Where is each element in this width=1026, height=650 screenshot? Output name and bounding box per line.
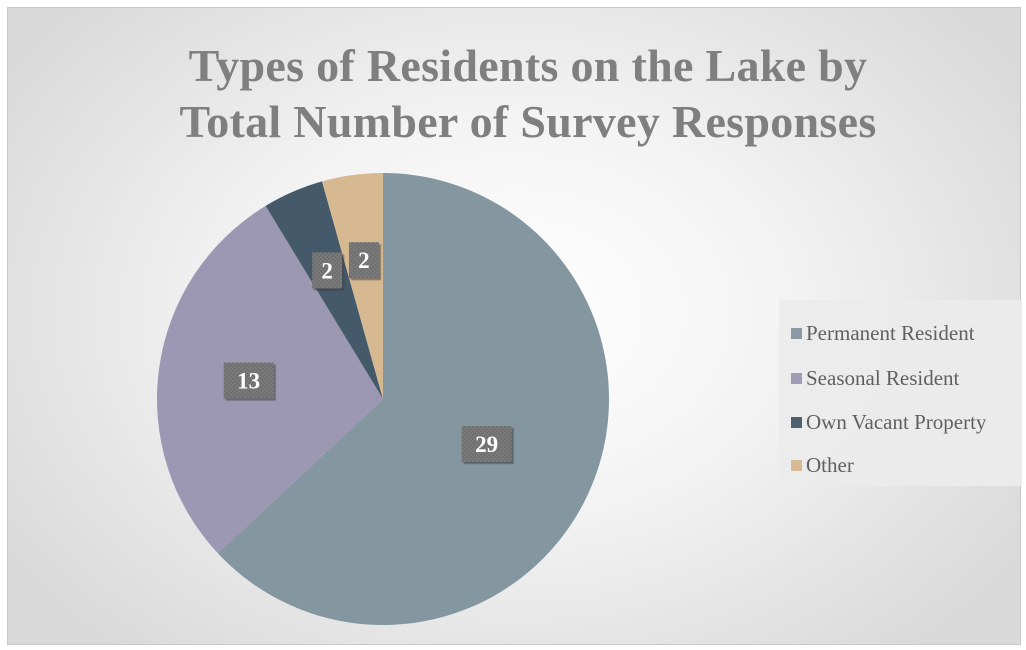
legend-label: Permanent Resident bbox=[806, 320, 975, 345]
chart-title-line-2: Total Number of Survey Responses bbox=[179, 96, 877, 147]
data-label-box bbox=[223, 362, 274, 399]
data-label-text: 13 bbox=[237, 369, 260, 394]
pie-slices bbox=[157, 173, 609, 625]
data-labels: 29 13 2 2 bbox=[223, 242, 512, 463]
data-label-permanent-resident: 29 bbox=[461, 426, 512, 463]
pie-slice-own-vacant-property bbox=[265, 181, 383, 399]
pie-slice-permanent-resident bbox=[217, 173, 609, 625]
data-label-box bbox=[312, 252, 343, 289]
data-label-own-vacant-property: 2 bbox=[312, 252, 343, 289]
data-label-box bbox=[348, 242, 379, 279]
legend-swatch bbox=[791, 416, 802, 428]
legend-swatch bbox=[791, 372, 802, 384]
legend-swatch bbox=[791, 459, 802, 471]
legend-item-own-vacant-property: Own Vacant Property bbox=[791, 410, 986, 434]
legend-item-other: Other bbox=[791, 453, 854, 477]
legend-swatch bbox=[791, 327, 802, 339]
data-label-box bbox=[461, 426, 512, 463]
data-label-text: 29 bbox=[475, 432, 498, 457]
data-label-text: 2 bbox=[321, 258, 333, 283]
chart-title-line-1: Types of Residents on the Lake by bbox=[188, 40, 868, 91]
legend: Permanent Resident Seasonal Resident Own… bbox=[779, 300, 1022, 486]
data-label-text: 2 bbox=[358, 248, 370, 273]
data-label-seasonal-resident: 13 bbox=[223, 362, 274, 399]
legend-label: Other bbox=[806, 452, 854, 477]
legend-label: Seasonal Resident bbox=[806, 365, 960, 390]
legend-item-seasonal-resident: Seasonal Resident bbox=[791, 366, 959, 390]
pie-slice-other bbox=[322, 173, 383, 399]
data-label-other: 2 bbox=[348, 242, 379, 279]
legend-item-permanent-resident: Permanent Resident bbox=[791, 321, 975, 345]
legend-label: Own Vacant Property bbox=[806, 409, 987, 434]
chart-title: Types of Residents on the Lake by Total … bbox=[8, 38, 1020, 150]
